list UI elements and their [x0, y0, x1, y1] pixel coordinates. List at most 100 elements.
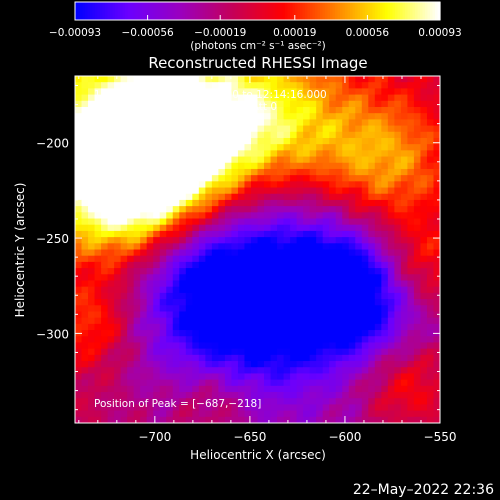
heatmap-cell	[218, 82, 226, 89]
heatmap-cell	[114, 224, 122, 232]
heatmap-cell	[159, 125, 167, 133]
heatmap-cell	[94, 354, 102, 362]
heatmap-cell	[413, 317, 421, 325]
heatmap-cell	[303, 286, 311, 294]
heatmap-cell	[433, 410, 441, 418]
heatmap-cell	[153, 317, 161, 325]
heatmap-cell	[329, 100, 337, 108]
heatmap-cell	[205, 379, 213, 387]
heatmap-cell	[172, 292, 180, 300]
heatmap-cell	[94, 131, 102, 139]
heatmap-cell	[368, 175, 376, 182]
heatmap-cell	[114, 237, 122, 244]
heatmap-cell	[322, 88, 330, 96]
heatmap-cell	[303, 137, 311, 145]
heatmap-cell	[179, 255, 187, 263]
heatmap-cell	[179, 106, 187, 114]
colorbar-cell	[105, 2, 109, 20]
heatmap-cell	[420, 175, 428, 182]
heatmap-cell	[374, 187, 382, 195]
heatmap-cell	[413, 367, 421, 374]
heatmap-cell	[192, 336, 200, 343]
heatmap-cell	[296, 131, 304, 139]
heatmap-cell	[387, 187, 395, 195]
heatmap-cell	[309, 330, 317, 337]
heatmap-cell	[348, 82, 356, 89]
heatmap-cell	[159, 379, 167, 387]
heatmap-cell	[192, 230, 200, 238]
heatmap-cell	[159, 119, 167, 127]
heatmap-cell	[348, 76, 356, 83]
heatmap-cell	[387, 193, 395, 201]
heatmap-cell	[172, 237, 180, 244]
heatmap-cell	[88, 175, 96, 182]
heatmap-cell	[270, 311, 278, 319]
heatmap-cell	[348, 199, 356, 207]
heatmap-cell	[296, 305, 304, 312]
heatmap-cell	[420, 354, 428, 362]
heatmap-cell	[283, 249, 291, 257]
heatmap-cell	[329, 373, 337, 381]
heatmap-cell	[335, 392, 343, 399]
heatmap-cell	[250, 305, 258, 312]
heatmap-cell	[413, 323, 421, 331]
heatmap-cell	[433, 311, 441, 319]
heatmap-cell	[407, 416, 415, 424]
heatmap-cell	[166, 404, 174, 412]
heatmap-cell	[146, 317, 154, 325]
heatmap-cell	[309, 255, 317, 263]
heatmap-cell	[211, 230, 219, 238]
heatmap-cell	[237, 385, 245, 393]
heatmap-cell	[303, 206, 311, 213]
heatmap-cell	[400, 286, 408, 294]
heatmap-cell	[205, 175, 213, 182]
heatmap-cell	[426, 100, 434, 108]
heatmap-cell	[231, 144, 239, 151]
heatmap-cell	[198, 187, 206, 195]
heatmap-cell	[120, 113, 128, 120]
heatmap-cell	[290, 137, 298, 145]
colorbar-cell	[350, 2, 354, 20]
heatmap-cell	[381, 255, 389, 263]
heatmap-cell	[211, 280, 219, 288]
heatmap-cell	[133, 367, 141, 374]
heatmap-cell	[81, 193, 89, 201]
heatmap-cell	[348, 193, 356, 201]
heatmap-cell	[381, 88, 389, 96]
heatmap-cell	[277, 237, 285, 244]
heatmap-cell	[146, 237, 154, 244]
heatmap-cell	[374, 323, 382, 331]
heatmap-cell	[166, 88, 174, 96]
heatmap-cell	[290, 125, 298, 133]
colorbar-cell	[265, 2, 269, 20]
heatmap-cell	[400, 261, 408, 269]
heatmap-cell	[270, 119, 278, 127]
heatmap-cell	[237, 187, 245, 195]
heatmap-cell	[361, 144, 369, 151]
heatmap-cell	[355, 94, 363, 102]
heatmap-cell	[146, 131, 154, 139]
heatmap-cell	[426, 305, 434, 312]
heatmap-cell	[335, 255, 343, 263]
heatmap-cell	[114, 137, 122, 145]
heatmap-cell	[348, 206, 356, 213]
heatmap-cell	[342, 404, 350, 412]
heatmap-cell	[192, 137, 200, 145]
heatmap-cell	[335, 162, 343, 170]
heatmap-cell	[322, 237, 330, 244]
heatmap-cell	[146, 342, 154, 350]
heatmap-cell	[316, 131, 324, 139]
heatmap-cell	[361, 268, 369, 275]
heatmap-cell	[290, 404, 298, 412]
heatmap-cell	[296, 94, 304, 102]
heatmap-cell	[114, 392, 122, 399]
heatmap-cell	[283, 336, 291, 343]
heatmap-cell	[322, 305, 330, 312]
heatmap-cell	[133, 181, 141, 189]
colorbar-cell	[385, 2, 389, 20]
colorbar-cell	[132, 2, 136, 20]
heatmap-cell	[374, 379, 382, 387]
heatmap-cell	[368, 274, 376, 281]
heatmap-cell	[81, 342, 89, 350]
heatmap-cell	[277, 150, 285, 158]
